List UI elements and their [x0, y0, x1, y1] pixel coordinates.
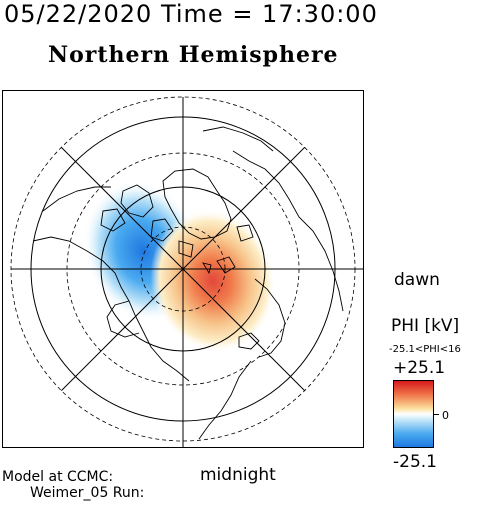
- canadian-archipelago: [100, 184, 194, 258]
- polar-map: [2, 90, 364, 448]
- polar-map-svg: [10, 96, 363, 447]
- dawn-label: dawn: [394, 270, 440, 290]
- hudson-bay: [106, 300, 140, 338]
- colorbar-min-label: -25.1: [393, 452, 437, 472]
- colorbar-max-label: +25.1: [393, 358, 446, 378]
- europe-coast: [198, 360, 252, 440]
- iceland: [238, 332, 260, 350]
- midnight-label: midnight: [200, 465, 276, 485]
- date-time-title: 05/22/2020 Time = 17:30:00: [4, 0, 378, 28]
- potential-field: [83, 180, 276, 353]
- positive-potential-cell: [150, 209, 276, 353]
- colorbar-range-text: -25.1<PHI<16: [389, 345, 461, 355]
- north-america-coast: [32, 236, 190, 382]
- scandinavia-coast: [254, 278, 286, 358]
- asia-interior-coast: [202, 126, 274, 152]
- colorbar-zero-label: 0: [442, 409, 449, 422]
- colorbar-zero-tick: [434, 414, 439, 415]
- colorbar: [393, 380, 434, 448]
- colorbar-title: PHI [kV]: [391, 316, 460, 336]
- hemisphere-title: Northern Hemisphere: [48, 42, 339, 68]
- run-label: Weimer_05 Run:: [30, 485, 145, 501]
- greenland-coast: [162, 168, 232, 240]
- model-label: Model at CCMC:: [2, 469, 114, 485]
